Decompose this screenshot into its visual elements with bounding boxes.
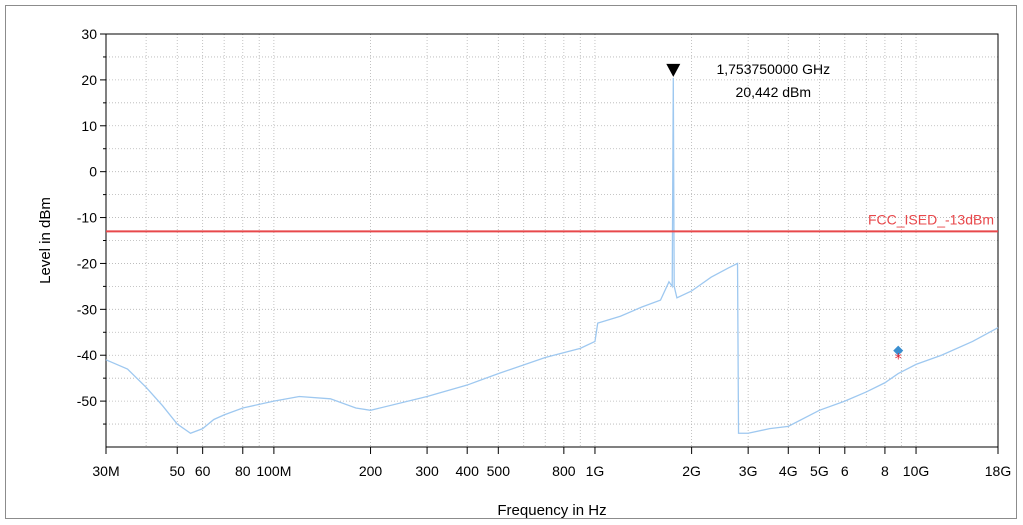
x-tick-label: 2G xyxy=(682,463,701,479)
x-tick-label: 100M xyxy=(256,463,291,479)
y-tick-label: 10 xyxy=(81,118,97,134)
y-tick-label: -50 xyxy=(77,393,97,409)
x-tick-label: 3G xyxy=(739,463,758,479)
diamond-marker-icon xyxy=(893,345,904,356)
x-tick-label: 500 xyxy=(487,463,511,479)
x-tick-label: 200 xyxy=(359,463,383,479)
measurement-trace xyxy=(105,77,999,434)
x-tick-label: 10G xyxy=(903,463,929,479)
y-tick-label: -40 xyxy=(77,347,97,363)
y-tick-label: 30 xyxy=(81,26,97,42)
chart-frame xyxy=(5,5,1017,519)
y-tick-label: 20 xyxy=(81,72,97,88)
y-tick-label: -10 xyxy=(77,210,97,226)
x-tick-label: 300 xyxy=(415,463,439,479)
plot-border xyxy=(105,33,999,448)
x-tick-label: 1G xyxy=(586,463,605,479)
peak-marker-icon xyxy=(666,63,681,77)
x-tick-label: 6 xyxy=(841,463,849,479)
star-marker-icon: * xyxy=(895,352,902,368)
x-ticks: 30M 50 60 80 100M 200 300 400 500 800 1G 2G 3G 4G 5G 6 8… xyxy=(92,447,1011,479)
markers: * xyxy=(666,63,904,368)
x-axis-title: Frequency in Hz xyxy=(497,502,606,519)
x-tick-label: 5G xyxy=(810,463,829,479)
x-tick-label: 50 xyxy=(169,463,185,479)
y-axis-title: Level in dBm xyxy=(37,197,54,284)
y-tick-label: -20 xyxy=(77,255,97,271)
x-tick-label: 8 xyxy=(881,463,889,479)
y-tick-label: -30 xyxy=(77,301,97,317)
x-tick-label: 800 xyxy=(552,463,576,479)
grid xyxy=(106,34,998,447)
peak-level-label: 20,442 dBm xyxy=(736,84,812,100)
x-tick-label: 60 xyxy=(195,463,211,479)
x-tick-label: 30M xyxy=(92,463,119,479)
y-ticks: 30 20 10 0 -10 -20 -30 -40 -50 xyxy=(77,26,106,425)
x-tick-label: 400 xyxy=(456,463,480,479)
peak-frequency-label: 1,753750000 GHz xyxy=(716,61,830,77)
y-tick-label: 0 xyxy=(89,164,97,180)
limit-line-label: FCC_ISED_-13dBm xyxy=(868,211,994,227)
x-tick-label: 4G xyxy=(779,463,798,479)
x-tick-label: 80 xyxy=(235,463,251,479)
x-tick-label: 18G xyxy=(985,463,1011,479)
